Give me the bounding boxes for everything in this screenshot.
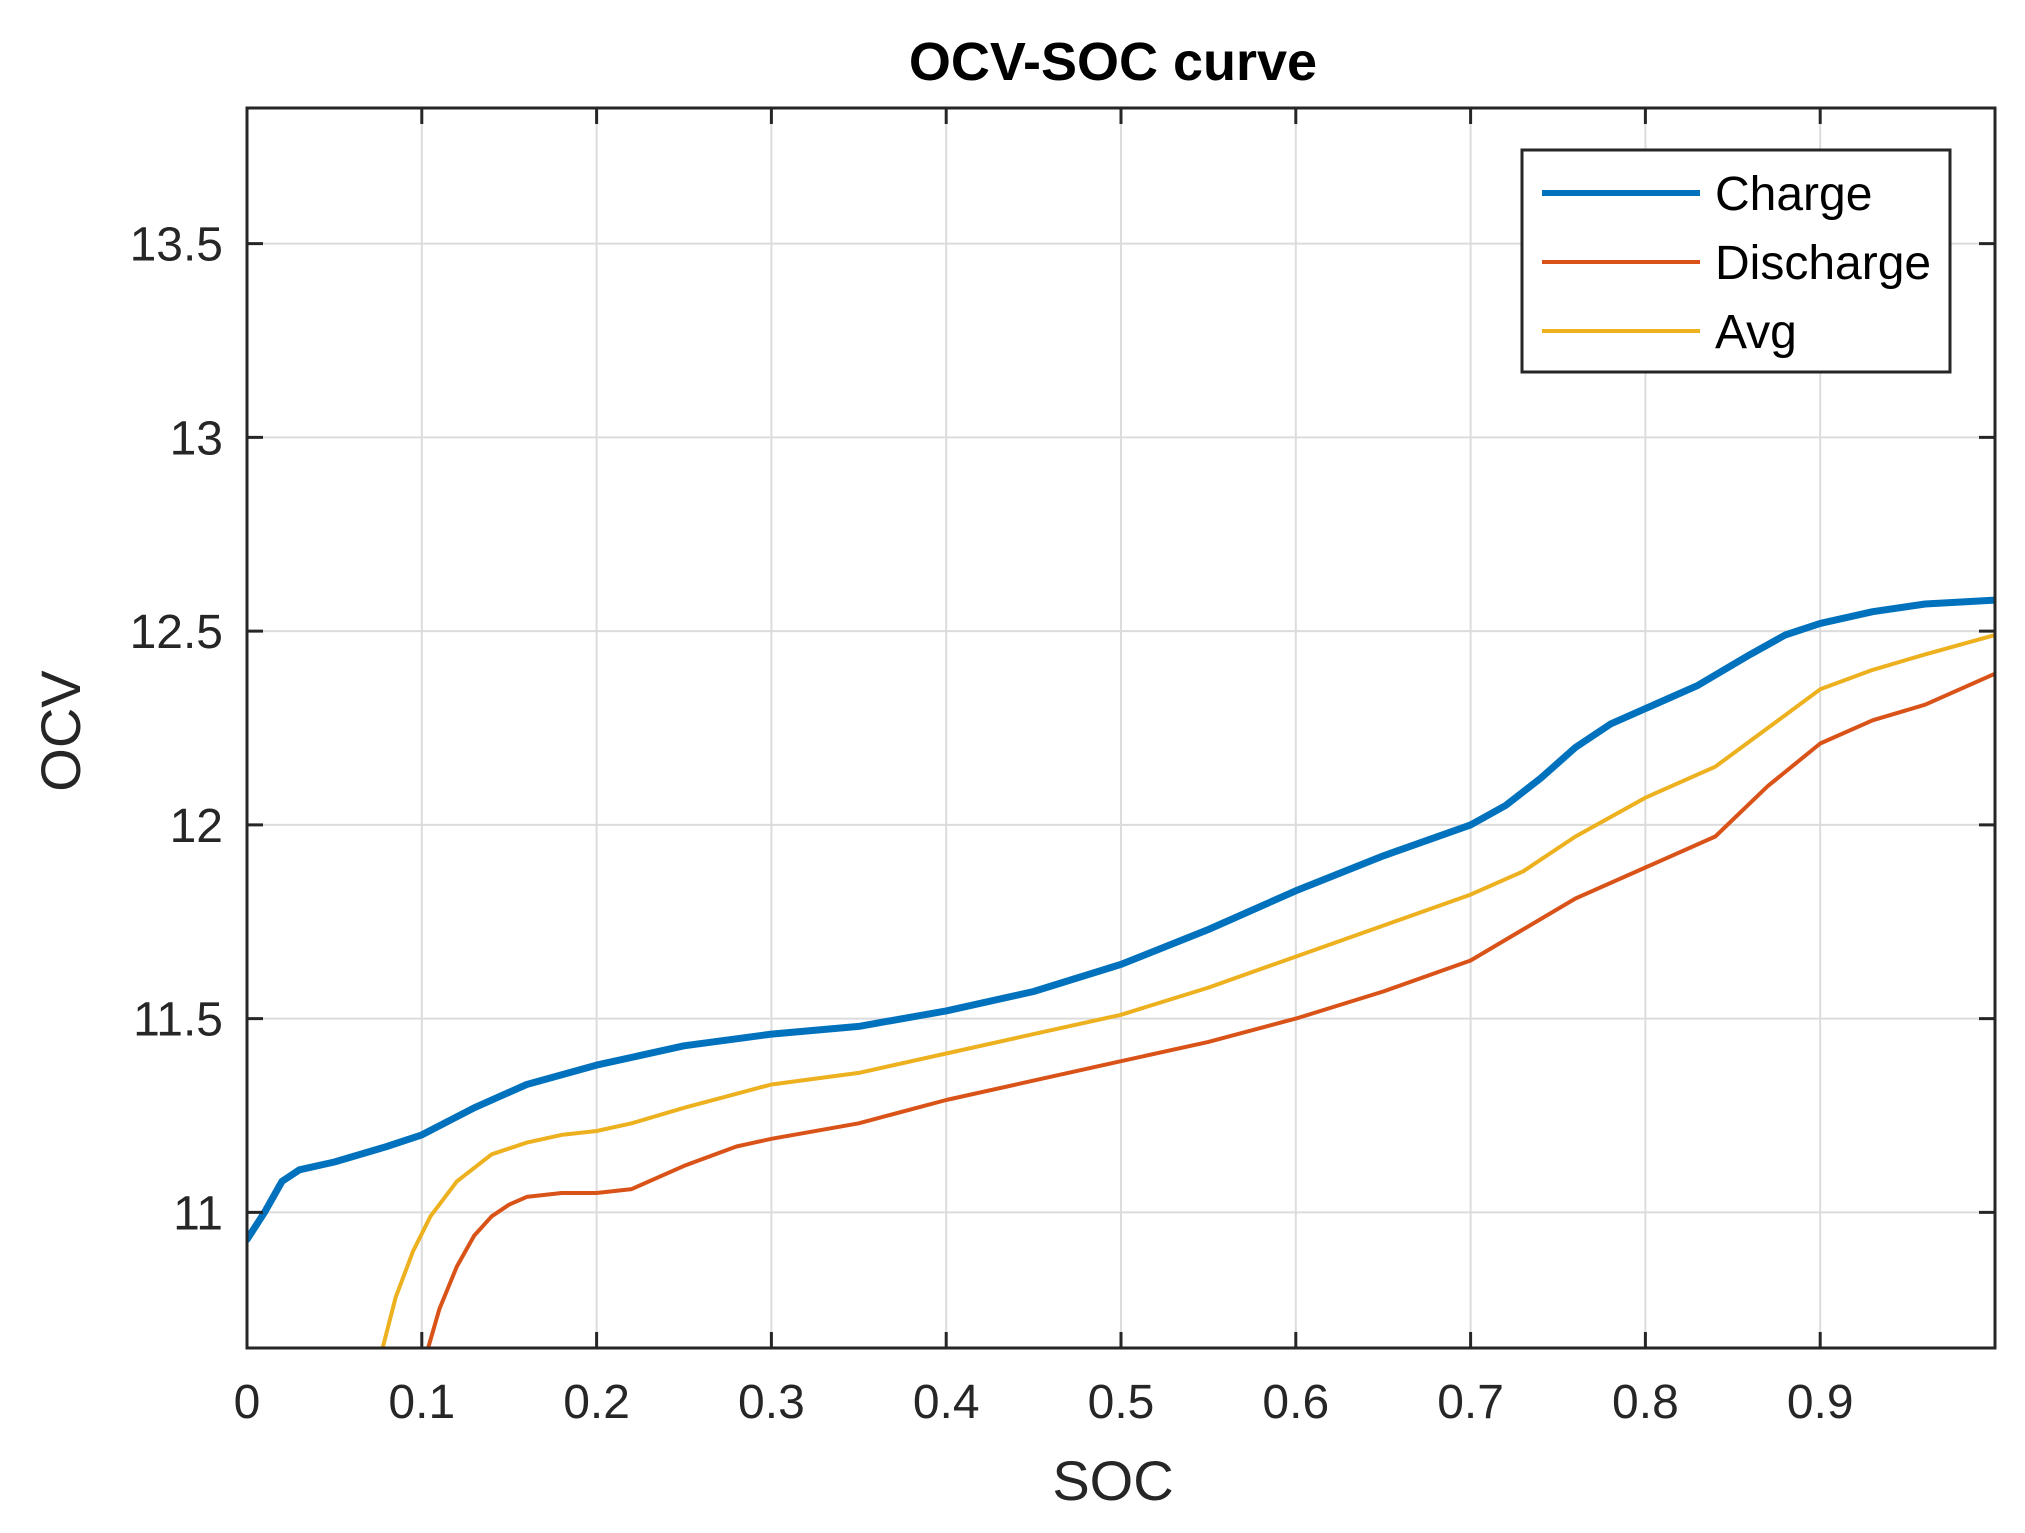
legend-label-discharge: Discharge bbox=[1715, 237, 1931, 290]
series-line-discharge bbox=[426, 671, 1995, 1348]
y-tick-label: 11 bbox=[173, 1187, 223, 1240]
x-tick-label: 0.4 bbox=[913, 1376, 980, 1429]
axis-ticks: 0 0.1 0.2 0.3 0.4 0.5 0.6 0.7 0.8 0.9 11 11.5 12 12.5… bbox=[130, 108, 1995, 1429]
x-tick-label: 0.3 bbox=[738, 1376, 805, 1429]
x-tick-label: 0.6 bbox=[1262, 1376, 1329, 1429]
x-tick-label: 0 bbox=[234, 1376, 261, 1429]
y-tick-label: 13.5 bbox=[130, 219, 223, 272]
chart-title: OCV-SOC curve bbox=[909, 32, 1317, 92]
x-tick-label: 0.5 bbox=[1088, 1376, 1155, 1429]
grid-lines bbox=[247, 108, 1995, 1348]
y-axis-label: OCV bbox=[29, 670, 92, 792]
legend: Charge Discharge Avg bbox=[1520, 148, 1952, 374]
series-line-avg bbox=[380, 633, 1995, 1348]
series-lines bbox=[247, 596, 1995, 1348]
x-tick-label: 0.2 bbox=[563, 1376, 630, 1429]
x-tick-label: 0.1 bbox=[388, 1376, 455, 1429]
y-tick-label: 11.5 bbox=[133, 994, 223, 1047]
y-tick-label: 12 bbox=[170, 800, 223, 853]
x-tick-label: 0.8 bbox=[1612, 1376, 1679, 1429]
x-axis-label: SOC bbox=[1052, 1449, 1173, 1512]
legend-label-avg: Avg bbox=[1715, 306, 1797, 359]
x-tick-label: 0.7 bbox=[1437, 1376, 1504, 1429]
series-line-charge bbox=[247, 596, 1995, 1243]
y-tick-label: 12.5 bbox=[130, 606, 223, 659]
x-tick-label: 0.9 bbox=[1787, 1376, 1854, 1429]
y-tick-label: 13 bbox=[170, 412, 223, 465]
legend-label-charge: Charge bbox=[1715, 168, 1872, 221]
